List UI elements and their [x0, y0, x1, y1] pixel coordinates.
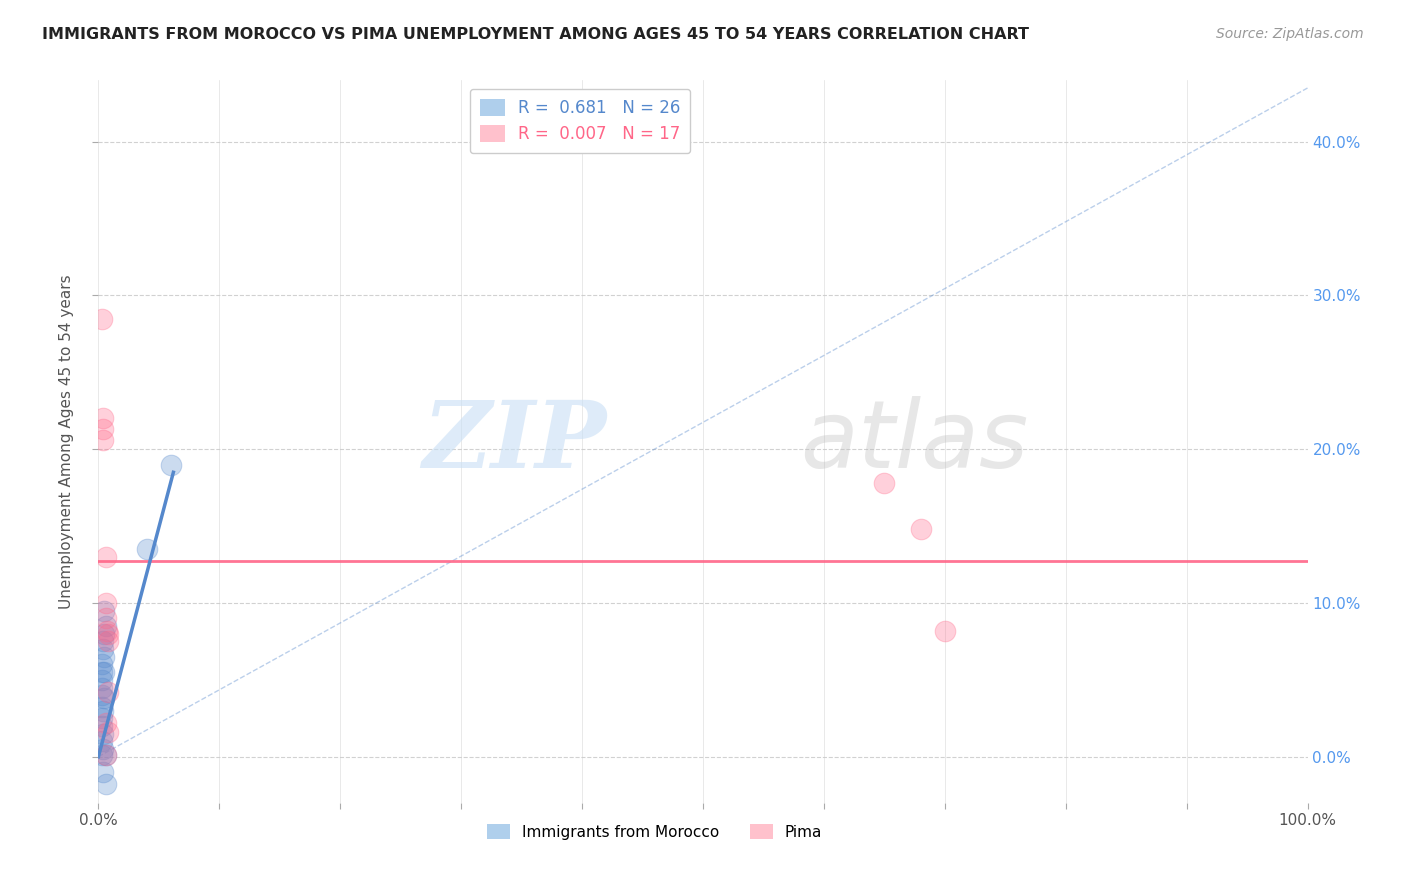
Point [91, 657, 114, 672]
Point [94, 549, 117, 564]
Point [160, 458, 183, 472]
Text: Source: ZipAtlas.com: Source: ZipAtlas.com [1216, 27, 1364, 41]
Point [91, 765, 114, 780]
Point [91, 719, 114, 733]
Legend: Immigrants from Morocco, Pima: Immigrants from Morocco, Pima [481, 818, 828, 846]
Text: ZIP: ZIP [422, 397, 606, 486]
Point [91, 711, 114, 725]
Point [94, 748, 117, 763]
Point [873, 476, 896, 491]
Point [91, 734, 114, 748]
Point [93, 691, 115, 706]
Point [91, 673, 114, 687]
Point [91, 642, 114, 657]
Point [93, 665, 115, 680]
Point [91, 748, 114, 763]
Point [91, 688, 114, 702]
Point [91, 311, 114, 326]
Text: atlas: atlas [800, 396, 1028, 487]
Point [94, 715, 117, 730]
Point [934, 624, 956, 638]
Y-axis label: Unemployment Among Ages 45 to 54 years: Unemployment Among Ages 45 to 54 years [59, 274, 75, 609]
Point [97, 685, 120, 699]
Point [94, 611, 117, 625]
Text: IMMIGRANTS FROM MOROCCO VS PIMA UNEMPLOYMENT AMONG AGES 45 TO 54 YEARS CORRELATI: IMMIGRANTS FROM MOROCCO VS PIMA UNEMPLOY… [42, 27, 1029, 42]
Point [91, 742, 114, 756]
Point [94, 619, 117, 633]
Point [91, 422, 114, 436]
Point [94, 596, 117, 610]
Point [93, 626, 115, 640]
Point [91, 433, 114, 447]
Point [135, 542, 157, 557]
Point [94, 777, 117, 791]
Point [91, 634, 114, 648]
Point [93, 649, 115, 664]
Point [91, 665, 114, 680]
Point [91, 726, 114, 740]
Point [94, 748, 117, 763]
Point [910, 522, 932, 536]
Point [91, 681, 114, 695]
Point [91, 700, 114, 714]
Point [91, 411, 114, 425]
Point [97, 626, 120, 640]
Point [96, 624, 118, 638]
Point [97, 725, 120, 739]
Point [91, 704, 114, 718]
Point [93, 604, 115, 618]
Point [97, 634, 120, 648]
